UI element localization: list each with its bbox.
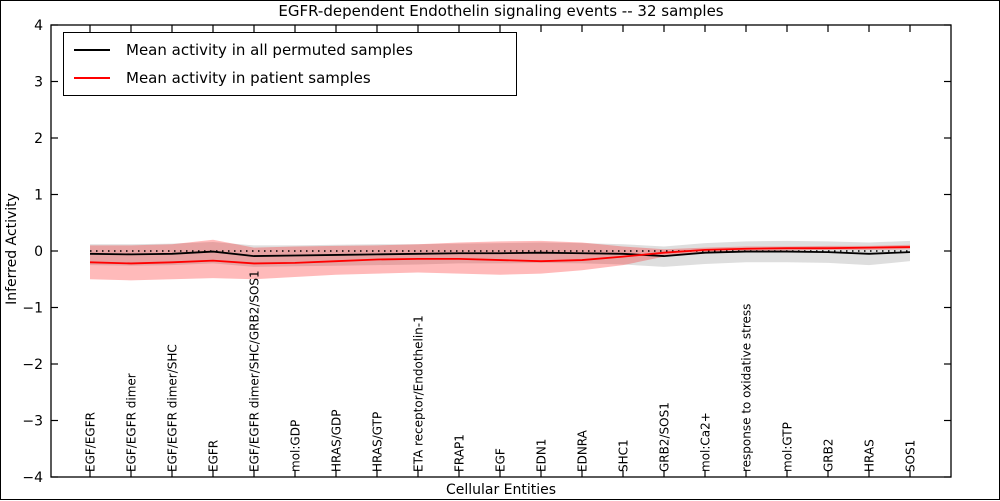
x-category-label: HRAS/GTP — [371, 412, 385, 472]
x-category-label: SOS1 — [904, 440, 918, 472]
legend-entry-patient: Mean activity in patient samples — [64, 66, 516, 90]
x-category-label: EGF — [494, 448, 508, 472]
x-category-label: GRB2 — [822, 438, 836, 472]
legend-entry-permuted: Mean activity in all permuted samples — [64, 38, 516, 62]
y-tick-label: 3 — [34, 75, 43, 91]
x-category-label: EGF/EGFR dimer — [125, 373, 139, 472]
x-category-label: response to oxidative stress — [740, 304, 754, 472]
y-tick-label: −4 — [22, 470, 43, 486]
x-category-label: SHC1 — [617, 439, 631, 472]
x-category-label: mol:GDP — [289, 420, 303, 472]
x-category-label: EGF/EGFR dimer/SHC/GRB2/SOS1 — [248, 270, 262, 472]
x-category-label: mol:Ca2+ — [699, 412, 713, 472]
x-category-label: EGF/EGFR dimer/SHC — [166, 344, 180, 472]
x-axis-label: Cellular Entities — [445, 482, 557, 498]
x-category-label: ETA receptor/Endothelin-1 — [412, 315, 426, 472]
x-category-label: GRB2/SOS1 — [658, 402, 672, 472]
y-tick-label: 1 — [34, 188, 43, 204]
y-tick-label: 2 — [34, 131, 43, 147]
y-tick-label: −2 — [22, 357, 43, 373]
x-category-label: mol:GTP — [781, 422, 795, 472]
x-category-label: EDNRA — [576, 429, 590, 472]
legend: Mean activity in all permuted samples Me… — [63, 32, 517, 96]
x-category-label: HRAS — [863, 439, 877, 472]
y-tick-label: −1 — [22, 301, 43, 317]
legend-label-patient: Mean activity in patient samples — [126, 68, 371, 87]
legend-line-red — [74, 76, 110, 79]
x-category-label: FRAP1 — [453, 434, 467, 472]
x-category-label: EDN1 — [535, 439, 549, 472]
chart-title: EGFR-dependent Endothelin signaling even… — [278, 2, 724, 20]
legend-line-black — [74, 49, 110, 52]
legend-label-permuted: Mean activity in all permuted samples — [126, 41, 413, 60]
x-category-label: EGF/EGFR — [84, 412, 98, 472]
x-category-label: HRAS/GDP — [330, 409, 344, 472]
y-tick-label: −3 — [22, 414, 43, 430]
mean-line-permuted — [89, 250, 911, 257]
x-category-label: EGFR — [207, 440, 221, 472]
mean-line-patient — [89, 246, 911, 265]
y-tick-label: 0 — [34, 244, 43, 260]
y-tick-label: 4 — [34, 18, 43, 34]
